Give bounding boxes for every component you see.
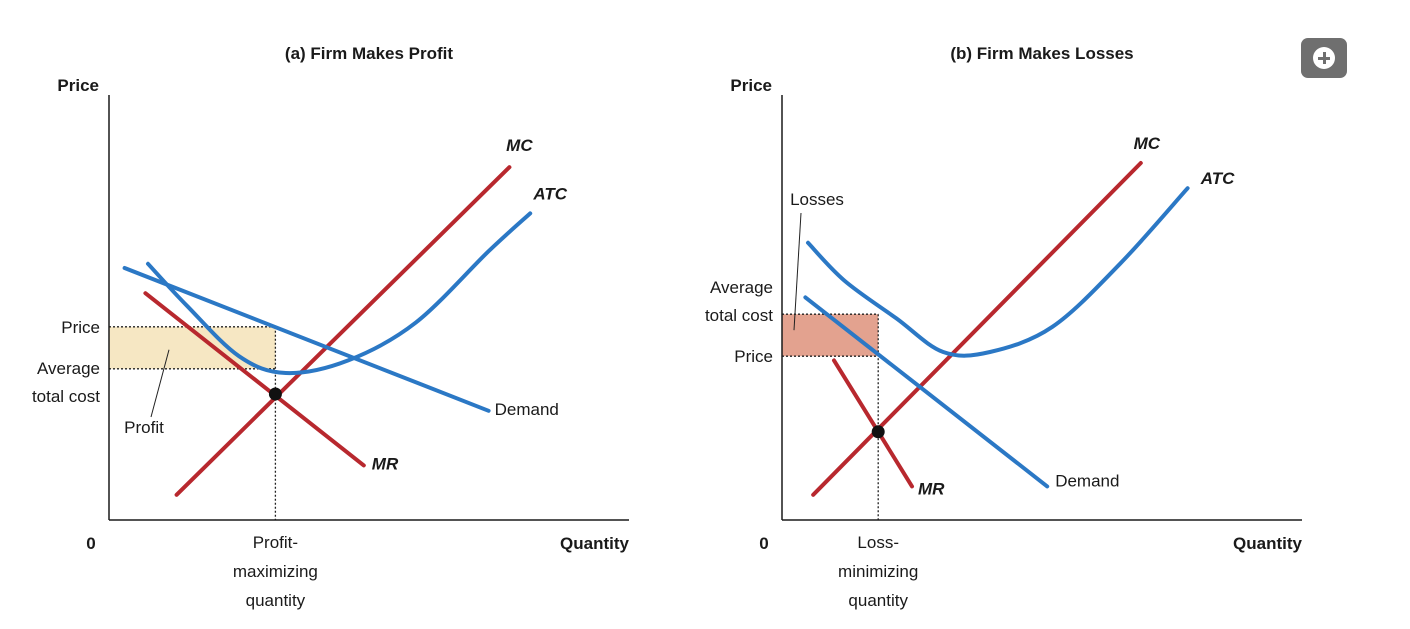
panel-b-x-tick-label-line: minimizing bbox=[838, 562, 918, 581]
panel-b-curve-demand bbox=[803, 295, 1050, 489]
panel-a-y-tick-label-line: total cost bbox=[32, 387, 100, 406]
panel-a-label-demand: Demand bbox=[495, 400, 559, 419]
panel-b-x-tick-label: Loss-minimizing quantity bbox=[838, 533, 918, 610]
panel-b-y-tick-label-line: Price bbox=[734, 347, 773, 366]
panel-a-x-tick-label-line: maximizing bbox=[233, 562, 318, 581]
panel-b-label-mc: MC bbox=[1134, 134, 1161, 153]
panel-b-y-tick-label: Price bbox=[734, 347, 773, 366]
panel-b-losses-pointer bbox=[793, 212, 802, 331]
panel-b-x-tick-label-line: Loss- bbox=[857, 533, 899, 552]
panel-b-shaded-region bbox=[782, 314, 879, 357]
panel-a-curve-atc bbox=[146, 211, 533, 376]
panel-a-label-mr: MR bbox=[372, 454, 399, 473]
expand-button[interactable] bbox=[1301, 38, 1347, 78]
panel-b-y-axis-title: Price bbox=[730, 76, 772, 95]
panel-a-profit-label: Profit bbox=[124, 418, 164, 437]
panel-a-label-mc: MC bbox=[506, 136, 533, 155]
panel-b-x-axis-title: Quantity bbox=[1233, 534, 1302, 553]
panel-b-y-tick-label: Average total cost bbox=[705, 278, 773, 325]
panel-b-origin-label: 0 bbox=[759, 534, 768, 553]
panel-a-x-tick-label-line: Profit- bbox=[253, 533, 298, 552]
panel-a-x-axis-title: Quantity bbox=[560, 534, 629, 553]
panel-a-curve-mr bbox=[143, 291, 366, 468]
panel-a-y-tick-label: Price bbox=[61, 318, 100, 337]
panel-b-curve-mc bbox=[811, 161, 1143, 497]
panel-a-label-atc: ATC bbox=[532, 184, 567, 203]
panel-a-intersection-marker bbox=[268, 387, 282, 401]
panel-a-curve-mc bbox=[174, 165, 512, 497]
plus-icon bbox=[1313, 47, 1335, 69]
panel-b-x-tick-label-line: quantity bbox=[848, 591, 908, 610]
panel-a-title: (a) Firm Makes Profit bbox=[285, 44, 453, 63]
panel-b-intersection-marker bbox=[871, 425, 885, 439]
panel-a-curve-demand bbox=[122, 266, 491, 413]
panel-b-title: (b) Firm Makes Losses bbox=[950, 44, 1133, 63]
panel-a-origin-label: 0 bbox=[86, 534, 95, 553]
panel-a-profit-pointer bbox=[150, 349, 170, 418]
panel-b-losses-label: Losses bbox=[790, 190, 844, 209]
panel-a-x-tick-label: Profit-maximizing quantity bbox=[233, 533, 318, 610]
panel-b-curve-atc bbox=[806, 186, 1190, 358]
panel-a-y-tick-label-line: Price bbox=[61, 318, 100, 337]
panel-b-label-mr: MR bbox=[918, 479, 945, 498]
panel-b-label-demand: Demand bbox=[1055, 471, 1119, 490]
panel-b-y-tick-label-line: Average bbox=[710, 278, 773, 297]
panel-b-plot: MC ATC Demand MR Price Quantity 0 Average total … bbox=[705, 76, 1303, 610]
panel-a: (a) Firm Makes Profit MC ATC Demand MR Price… bbox=[32, 44, 630, 610]
panel-b-y-tick-label-line: total cost bbox=[705, 306, 773, 325]
panel-a-y-tick-label-line: Average bbox=[37, 359, 100, 378]
panel-a-plot: MC ATC Demand MR Price Quantity 0 Price Average t… bbox=[32, 76, 630, 610]
panel-a-y-tick-label: Average total cost bbox=[32, 359, 100, 406]
panel-b-label-atc: ATC bbox=[1200, 169, 1235, 188]
panel-a-y-axis-title: Price bbox=[57, 76, 99, 95]
panel-b: (b) Firm Makes Losses MC ATC Demand MR Price… bbox=[705, 44, 1303, 610]
panel-b-curve-mr bbox=[832, 358, 914, 489]
panel-a-x-tick-label-line: quantity bbox=[246, 591, 306, 610]
